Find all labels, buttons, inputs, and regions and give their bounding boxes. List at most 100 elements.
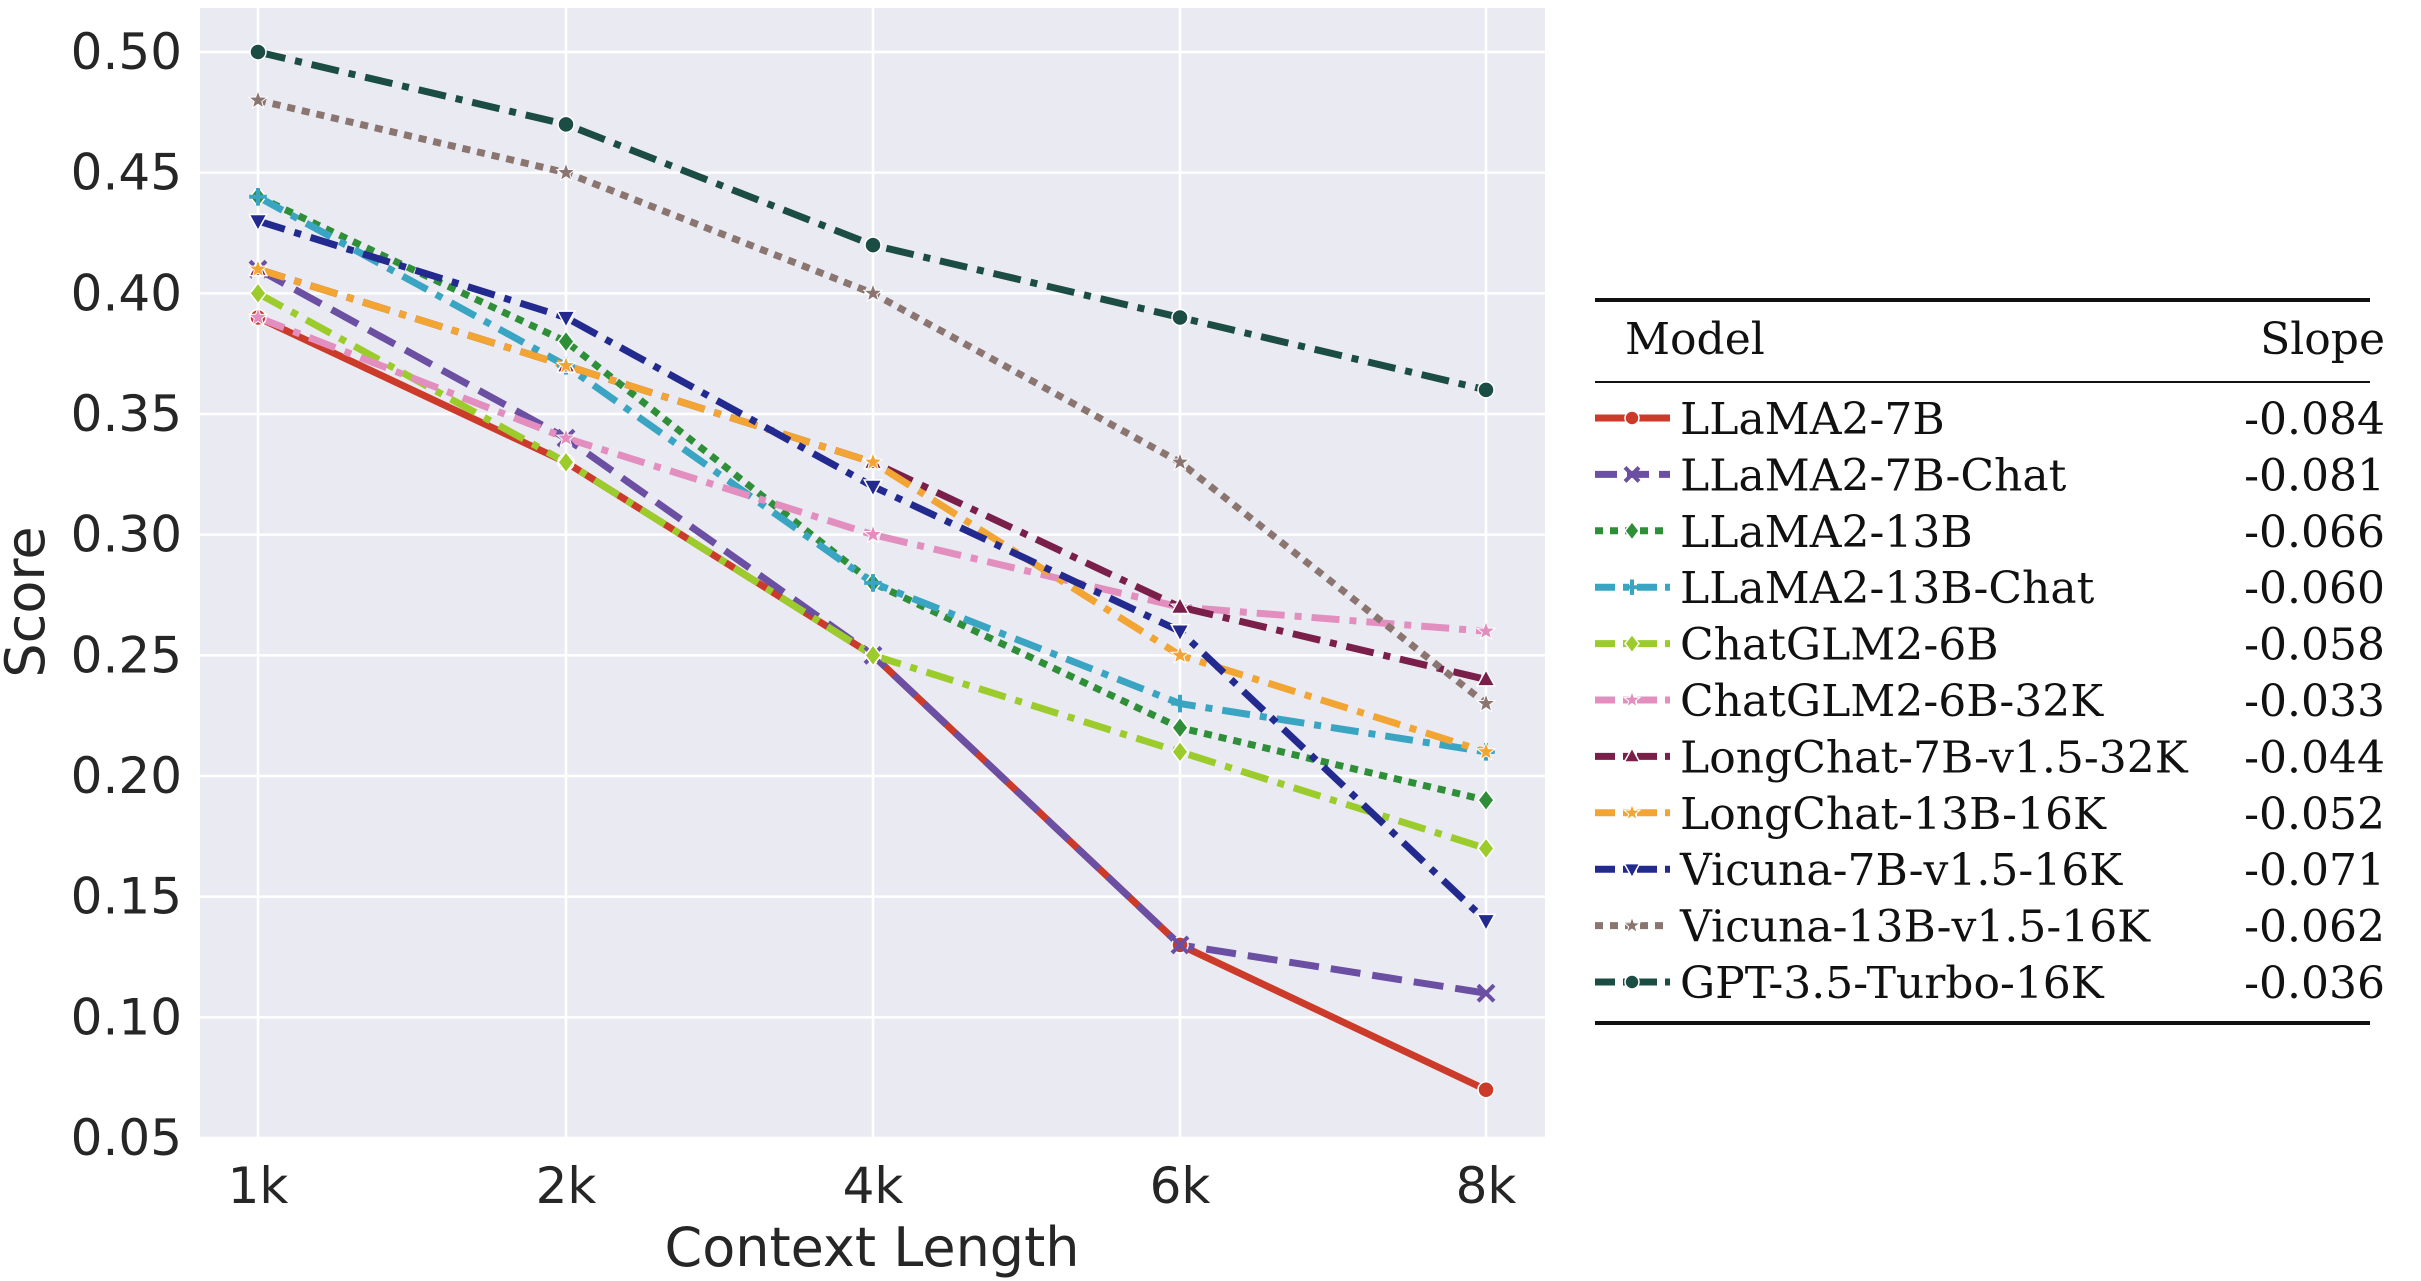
data-point (247, 89, 269, 110)
data-point (1476, 983, 1496, 1003)
legend-row: Vicuna-13B-v1.5-16K -0.062 (1595, 902, 2385, 953)
data-point (1169, 595, 1191, 615)
data-point (557, 115, 575, 134)
data-point (1475, 668, 1497, 687)
legend-slope: -0.044 (2244, 732, 2385, 783)
data-point (247, 258, 269, 279)
y-tick-label: 0.30 (71, 506, 182, 564)
legend-row: LongChat-13B-16K -0.052 (1595, 789, 2385, 840)
legend-label: LLaMA2-7B-Chat (1680, 450, 2067, 501)
legend-marker (1622, 690, 1642, 708)
legend-marker (1623, 465, 1641, 483)
data-point (1169, 624, 1191, 643)
legend-slope: -0.060 (2244, 563, 2385, 614)
x-tick-label: 6k (1150, 1157, 1211, 1215)
data-point (247, 213, 269, 233)
y-tick-label: 0.35 (71, 385, 182, 443)
data-point (555, 310, 577, 329)
x-tick-label: 1k (228, 1157, 289, 1215)
data-point (1477, 1080, 1495, 1099)
legend-marker (1622, 915, 1642, 934)
y-tick-label: 0.45 (71, 144, 182, 202)
legend-label: LLaMA2-13B-Chat (1680, 563, 2095, 614)
legend-marker (1623, 746, 1641, 763)
x-tick-labels: 1k 2k 4k 6k 8k (228, 1157, 1517, 1215)
x-tick-label: 2k (536, 1157, 597, 1215)
legend-slope: -0.062 (2244, 902, 2385, 953)
data-point (1477, 788, 1495, 812)
data-point (555, 354, 577, 375)
legend-label: LongChat-7B-v1.5-32K (1680, 732, 2189, 783)
data-point (249, 43, 267, 61)
data-point (1169, 644, 1191, 665)
legend-slope: -0.084 (2244, 394, 2385, 445)
y-tick-label: 0.25 (71, 626, 182, 684)
legend-marker (1624, 520, 1640, 542)
legend-slope: -0.071 (2244, 845, 2385, 896)
legend-slope: -0.052 (2244, 789, 2385, 840)
legend-slope: -0.081 (2244, 450, 2385, 501)
legend-marker (1623, 862, 1641, 880)
data-point (862, 479, 884, 498)
y-tick-label: 0.40 (71, 264, 182, 322)
data-point (862, 451, 884, 472)
series-line-llama2-13b (256, 193, 1487, 804)
legend-marker (1624, 633, 1640, 654)
legend-marker (1624, 974, 1640, 990)
legend-marker (1624, 579, 1640, 595)
legend-row: LLaMA2-7B-Chat -0.081 (1595, 450, 2385, 501)
data-point (862, 523, 884, 544)
legend-marker (1622, 802, 1642, 821)
legend-slope: -0.036 (2244, 958, 2385, 1009)
data-point (555, 161, 577, 182)
legend-label: Vicuna-13B-v1.5-16K (1679, 902, 2151, 953)
series-line-chatglm2-6b-32k (256, 314, 1487, 635)
data-point (864, 236, 882, 254)
y-tick-labels: 0.05 0.10 0.15 0.20 0.25 0.30 0.35 0.40 0.45 0.50 (71, 23, 182, 1167)
legend-row: LLaMA2-7B -0.084 (1595, 394, 2385, 445)
legend-marker (1624, 410, 1640, 426)
data-point (1477, 836, 1495, 861)
data-point (864, 574, 882, 592)
y-tick-label: 0.15 (71, 868, 182, 926)
data-point (1171, 694, 1189, 713)
legend-slope: -0.033 (2244, 676, 2385, 727)
data-point (1475, 913, 1497, 932)
y-tick-label: 0.20 (71, 747, 182, 805)
legend-label: ChatGLM2-6B-32K (1680, 676, 2104, 727)
y-tick-label: 0.05 (71, 1109, 182, 1167)
data-point (557, 329, 575, 354)
legend-slope: -0.058 (2244, 620, 2385, 671)
series-markers (247, 43, 1497, 1099)
data-point (1170, 935, 1190, 955)
legend-row: LongChat-7B-v1.5-32K -0.044 (1595, 732, 2385, 783)
data-point (1169, 451, 1191, 472)
legend-row: ChatGLM2-6B -0.058 (1595, 620, 2385, 671)
grid-lines (200, 8, 1545, 1140)
legend-label: GPT-3.5-Turbo-16K (1680, 958, 2105, 1009)
legend-label: LLaMA2-13B (1680, 507, 1973, 558)
data-point (1475, 620, 1497, 641)
legend-slope: -0.066 (2244, 507, 2385, 558)
data-point (555, 427, 577, 448)
x-axis-title: Context Length (665, 1216, 1080, 1279)
data-point (249, 281, 267, 305)
data-point (862, 282, 884, 303)
legend-row: LLaMA2-13B -0.066 (1595, 507, 2385, 558)
y-axis-title: Score (0, 526, 57, 677)
y-tick-label: 0.50 (71, 23, 182, 81)
data-point (1171, 716, 1189, 740)
data-point (1477, 381, 1495, 399)
legend-row: ChatGLM2-6B-32K -0.033 (1595, 676, 2385, 727)
legend-label: ChatGLM2-6B (1680, 620, 1999, 671)
data-point (1171, 308, 1189, 327)
data-point (249, 188, 267, 206)
data-point (1171, 740, 1189, 764)
data-point (557, 450, 575, 474)
legend: Model Slope LLaMA2-7B -0.084LLaMA2-7B-Cha… (1595, 298, 2385, 1025)
x-tick-label: 4k (843, 1157, 904, 1215)
series-line-chatglm2-6b (256, 290, 1488, 852)
